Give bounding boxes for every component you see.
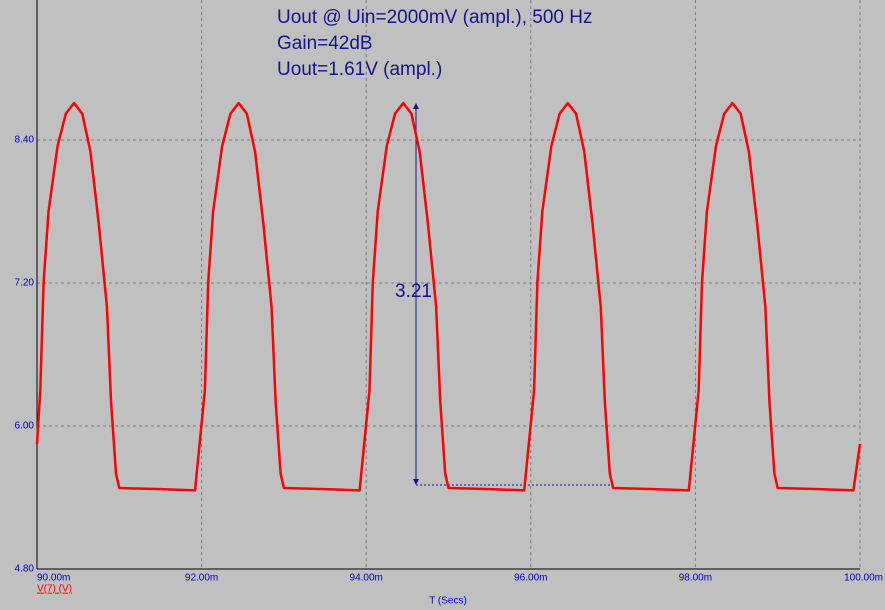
annotation: Uout=1.61V (ampl.) bbox=[277, 59, 442, 80]
x-tick-label: 98.00m bbox=[679, 573, 712, 584]
x-axis-label: T (Secs) bbox=[429, 596, 467, 607]
x-tick-label: 96.00m bbox=[514, 573, 547, 584]
x-tick-label: 92.00m bbox=[185, 573, 218, 584]
legend-entry: V(7) (V) bbox=[37, 584, 72, 595]
annotation: Gain=42dB bbox=[277, 33, 373, 54]
series-line bbox=[35, 101, 862, 492]
y-tick-label: 8.40 bbox=[15, 135, 35, 146]
y-tick-label: 4.80 bbox=[15, 564, 35, 575]
y-tick-label: 7.20 bbox=[15, 278, 35, 289]
x-tick-label: 100.00m bbox=[844, 573, 883, 584]
x-tick-label: 94.00m bbox=[350, 573, 383, 584]
x-tick-label: 90.00m bbox=[37, 573, 70, 584]
measure-label: 3.21 bbox=[395, 281, 432, 302]
y-tick-label: 6.00 bbox=[15, 421, 35, 432]
annotation: Uout @ Uin=2000mV (ampl.), 500 Hz bbox=[277, 7, 593, 28]
y-tick-label: 9.60 bbox=[15, 0, 35, 3]
